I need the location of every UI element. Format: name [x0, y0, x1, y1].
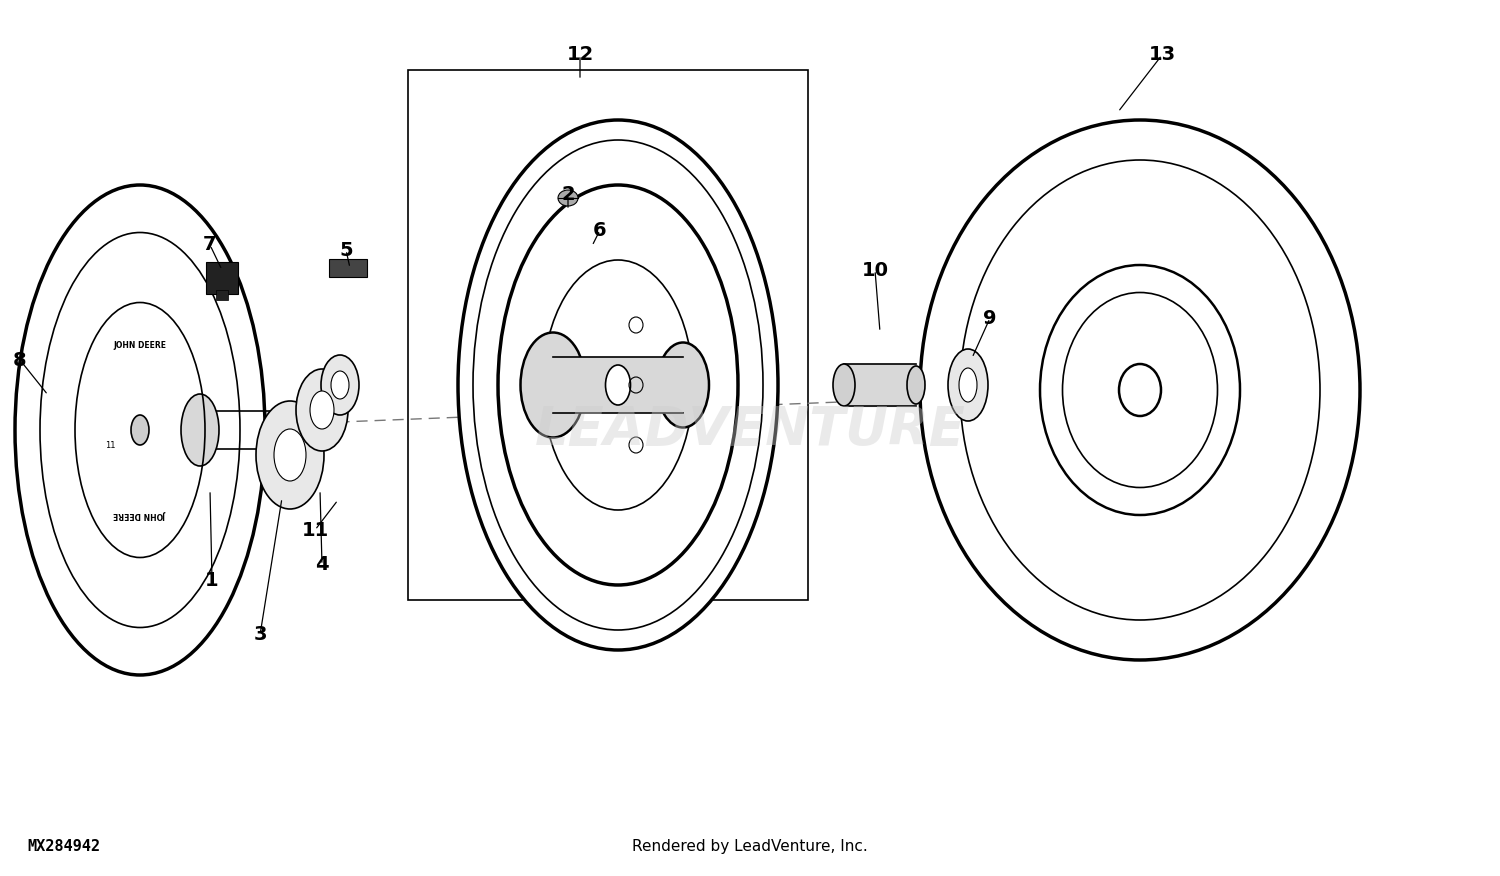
Text: 13: 13 [1149, 46, 1176, 65]
Ellipse shape [657, 343, 710, 427]
Text: JOHN DEERE: JOHN DEERE [114, 341, 166, 350]
Text: 7: 7 [204, 236, 216, 255]
Ellipse shape [274, 429, 306, 481]
Text: 2: 2 [561, 186, 574, 204]
Ellipse shape [920, 120, 1360, 660]
Ellipse shape [520, 333, 585, 437]
Text: MX284942: MX284942 [27, 839, 100, 854]
Bar [408, 70, 808, 600]
Text: LEADVENTURE: LEADVENTURE [534, 404, 966, 456]
Text: 11: 11 [302, 520, 328, 540]
Text: 6: 6 [592, 221, 608, 239]
Bar [216, 290, 228, 300]
Bar [554, 357, 682, 413]
Ellipse shape [833, 364, 855, 406]
Text: 10: 10 [861, 260, 888, 279]
Ellipse shape [958, 368, 976, 402]
Text: 8: 8 [13, 350, 27, 370]
Text: 4: 4 [315, 555, 328, 575]
FancyBboxPatch shape [328, 259, 368, 277]
Ellipse shape [321, 355, 358, 415]
Ellipse shape [130, 415, 148, 445]
Ellipse shape [458, 120, 778, 650]
Text: 11: 11 [105, 441, 116, 449]
Ellipse shape [256, 401, 324, 509]
Text: 5: 5 [339, 241, 352, 259]
Text: 1: 1 [206, 570, 219, 590]
Ellipse shape [543, 260, 693, 510]
Text: 9: 9 [984, 308, 996, 328]
Text: JOHN DEERE: JOHN DEERE [114, 511, 166, 519]
Text: Rendered by LeadVenture, Inc.: Rendered by LeadVenture, Inc. [632, 839, 868, 854]
FancyBboxPatch shape [206, 262, 238, 294]
Ellipse shape [182, 394, 219, 466]
Ellipse shape [908, 366, 926, 404]
Ellipse shape [948, 349, 988, 421]
Ellipse shape [606, 365, 630, 405]
Ellipse shape [296, 369, 348, 451]
Ellipse shape [498, 185, 738, 585]
Ellipse shape [558, 190, 578, 206]
Ellipse shape [15, 185, 266, 675]
Ellipse shape [332, 371, 350, 399]
Ellipse shape [310, 391, 334, 429]
Text: 3: 3 [254, 625, 267, 645]
Text: 12: 12 [567, 46, 594, 65]
Ellipse shape [1040, 265, 1240, 515]
